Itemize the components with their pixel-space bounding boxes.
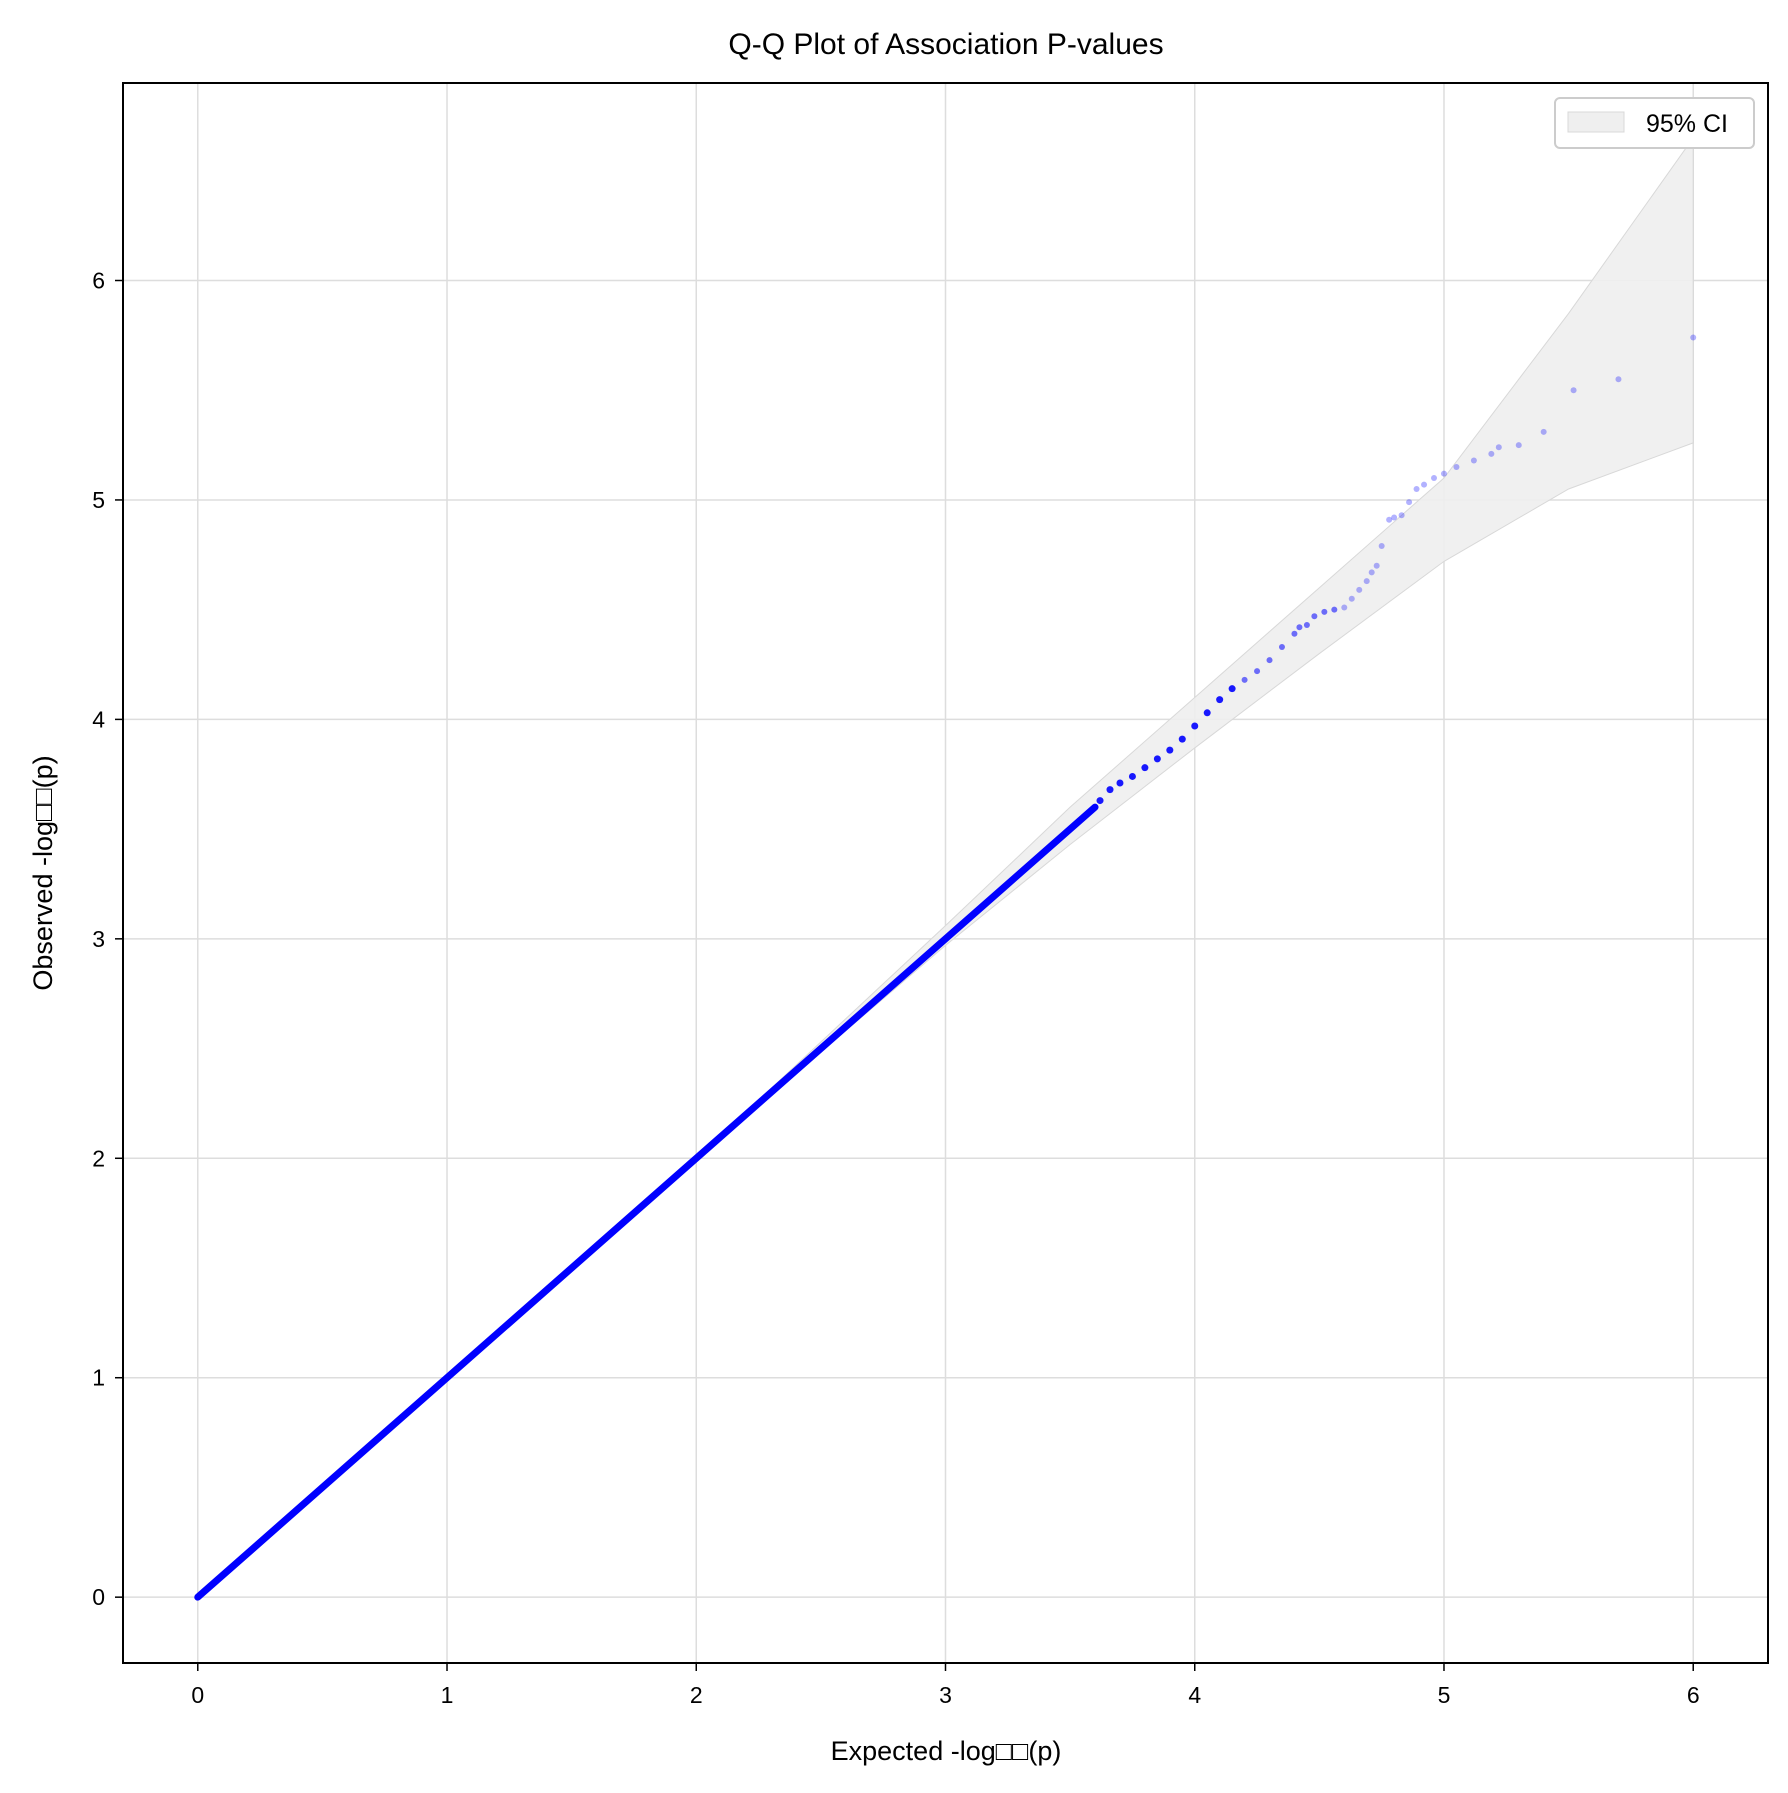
x-tick-label: 4 (1188, 1682, 1201, 1708)
data-point (1406, 499, 1413, 506)
legend-label-ci: 95% CI (1646, 110, 1728, 138)
data-point (1495, 444, 1502, 451)
data-point (1291, 630, 1298, 637)
x-tick-label: 5 (1438, 1682, 1451, 1708)
data-point (1540, 428, 1547, 435)
data-point (1321, 608, 1328, 615)
x-tick-label: 0 (191, 1682, 204, 1708)
data-point (1228, 685, 1236, 693)
x-axis-label: Expected -log□□(p) (831, 1736, 1062, 1766)
data-point (1278, 643, 1285, 650)
data-point (1488, 450, 1495, 457)
data-point (1116, 779, 1124, 787)
data-point (1570, 387, 1577, 394)
data-point (1440, 470, 1447, 477)
data-points (194, 334, 1697, 1601)
data-point (1398, 512, 1405, 519)
grid-lines (123, 83, 1768, 1663)
data-point (1615, 376, 1622, 383)
data-point (1356, 586, 1363, 593)
legend-box (1554, 97, 1755, 149)
data-point (1690, 334, 1697, 341)
y-axis-ticks: 0 1 2 3 4 5 6 (92, 268, 123, 1610)
data-point (1470, 457, 1477, 464)
data-point (1178, 735, 1186, 743)
chart-title: Q-Q Plot of Association P-values (728, 28, 1163, 61)
legend-swatch-ci (1567, 111, 1625, 133)
dense-points-trace (194, 803, 1099, 1601)
data-point (1363, 578, 1370, 585)
data-point (1331, 606, 1338, 613)
legend: 95% CI (1554, 97, 1755, 149)
data-point (1386, 516, 1393, 523)
data-point (1341, 604, 1348, 611)
data-point (1391, 514, 1398, 521)
ci-band-layer (197, 136, 1694, 1598)
y-tick-label: 5 (92, 487, 105, 513)
data-point (1311, 613, 1318, 620)
data-point (1431, 475, 1438, 481)
x-tick-label: 6 (1687, 1682, 1700, 1708)
x-tick-label: 3 (939, 1682, 952, 1708)
y-axis-label: Observed -log□□(p) (28, 755, 58, 990)
ci-band (197, 136, 1694, 1598)
data-point (1373, 562, 1380, 569)
data-point (1348, 595, 1355, 602)
data-point (1453, 464, 1460, 471)
data-point (1296, 624, 1303, 631)
x-tick-label: 1 (441, 1682, 454, 1708)
data-point (1153, 755, 1161, 763)
data-point (1096, 797, 1104, 805)
data-point (1106, 786, 1114, 794)
y-tick-label: 1 (92, 1365, 105, 1391)
y-tick-label: 3 (92, 926, 105, 952)
data-point (1378, 543, 1385, 550)
data-point (1515, 442, 1522, 449)
data-point (1266, 657, 1273, 664)
data-point (1141, 764, 1149, 772)
data-point (1413, 485, 1420, 492)
data-point (1241, 676, 1248, 683)
y-tick-label: 2 (92, 1145, 105, 1171)
data-point (1421, 481, 1428, 488)
data-point (1191, 722, 1199, 730)
data-point (1254, 668, 1261, 675)
x-axis-ticks: 0 1 2 3 4 5 6 (191, 1663, 1700, 1708)
data-point (1166, 746, 1174, 754)
data-point (1128, 772, 1136, 780)
data-point (1303, 622, 1310, 629)
y-tick-label: 4 (92, 706, 105, 732)
data-point (1216, 696, 1224, 704)
x-tick-label: 2 (690, 1682, 703, 1708)
data-point (1368, 569, 1375, 576)
data-point (1203, 709, 1211, 717)
y-tick-label: 0 (92, 1584, 105, 1610)
y-tick-label: 6 (92, 268, 105, 294)
